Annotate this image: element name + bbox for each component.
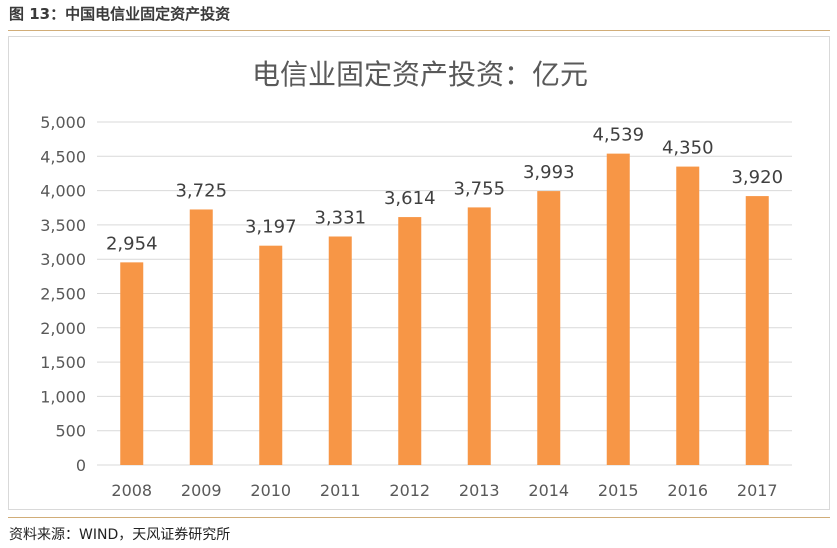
bottom-rule — [8, 517, 830, 518]
x-axis-ticks: 2008 2009 2010 2011 2012 2013 2014 2015 2016 2017 — [111, 481, 777, 500]
y-tick-label: 5,000 — [40, 113, 86, 132]
data-label: 4,350 — [662, 138, 714, 159]
data-label: 3,197 — [245, 217, 297, 238]
bar-2017 — [745, 196, 769, 465]
data-label: 3,993 — [523, 162, 575, 183]
x-tick-label: 2009 — [181, 481, 222, 500]
data-label: 3,725 — [175, 180, 227, 201]
x-tick-label: 2017 — [737, 481, 778, 500]
y-tick-label: 0 — [76, 456, 86, 475]
bar-2010 — [259, 245, 283, 465]
data-label: 3,614 — [384, 188, 436, 209]
y-tick-label: 500 — [55, 422, 86, 441]
x-tick-label: 2016 — [667, 481, 708, 500]
y-tick-label: 1,500 — [40, 353, 86, 372]
x-tick-label: 2012 — [389, 481, 430, 500]
figure-caption: 图 13：中国电信业固定资产投资 — [9, 5, 231, 23]
data-label: 3,331 — [314, 207, 366, 228]
y-tick-label: 3,500 — [40, 216, 86, 235]
top-rule — [8, 30, 830, 31]
data-label: 4,539 — [592, 125, 644, 146]
y-tick-label: 1,000 — [40, 387, 86, 406]
x-tick-label: 2010 — [250, 481, 291, 500]
x-tick-label: 2013 — [459, 481, 500, 500]
y-axis-ticks: 0 500 1,000 1,500 2,000 2,500 3,000 3,500 4,000 4… — [40, 113, 86, 475]
y-tick-label: 2,000 — [40, 319, 86, 338]
y-tick-label: 2,500 — [40, 285, 86, 304]
gridlines — [97, 121, 792, 466]
bar-2015 — [606, 153, 630, 465]
source-note: 资料来源：WIND，天风证券研究所 — [9, 527, 231, 543]
data-label: 3,755 — [453, 178, 505, 199]
bar-2011 — [328, 236, 352, 465]
bar-2014 — [537, 191, 561, 465]
data-label: 3,920 — [731, 167, 783, 188]
y-tick-label: 3,000 — [40, 250, 86, 269]
x-tick-label: 2011 — [320, 481, 361, 500]
data-labels: 2,954 3,725 3,197 3,331 3,614 3,755 3,993 4,539… — [106, 125, 783, 255]
bar-2012 — [398, 217, 422, 465]
x-tick-label: 2014 — [528, 481, 569, 500]
bar-2008 — [120, 262, 144, 465]
x-tick-label: 2008 — [111, 481, 152, 500]
bar-chart: 电信业固定资产投资：亿元 0 500 1,000 1,500 2,000 2,500 3,0… — [40, 58, 792, 500]
bar-2009 — [189, 209, 213, 465]
y-tick-label: 4,000 — [40, 182, 86, 201]
bar-2016 — [676, 166, 700, 465]
bars — [120, 153, 769, 466]
x-tick-label: 2015 — [598, 481, 639, 500]
chart-frame: 电信业固定资产投资：亿元 0 500 1,000 1,500 2,000 2,500 3,0… — [8, 36, 830, 510]
bar-2013 — [467, 207, 491, 466]
y-tick-label: 4,500 — [40, 147, 86, 166]
chart-title: 电信业固定资产投资：亿元 — [252, 58, 588, 91]
data-label: 2,954 — [106, 233, 158, 254]
